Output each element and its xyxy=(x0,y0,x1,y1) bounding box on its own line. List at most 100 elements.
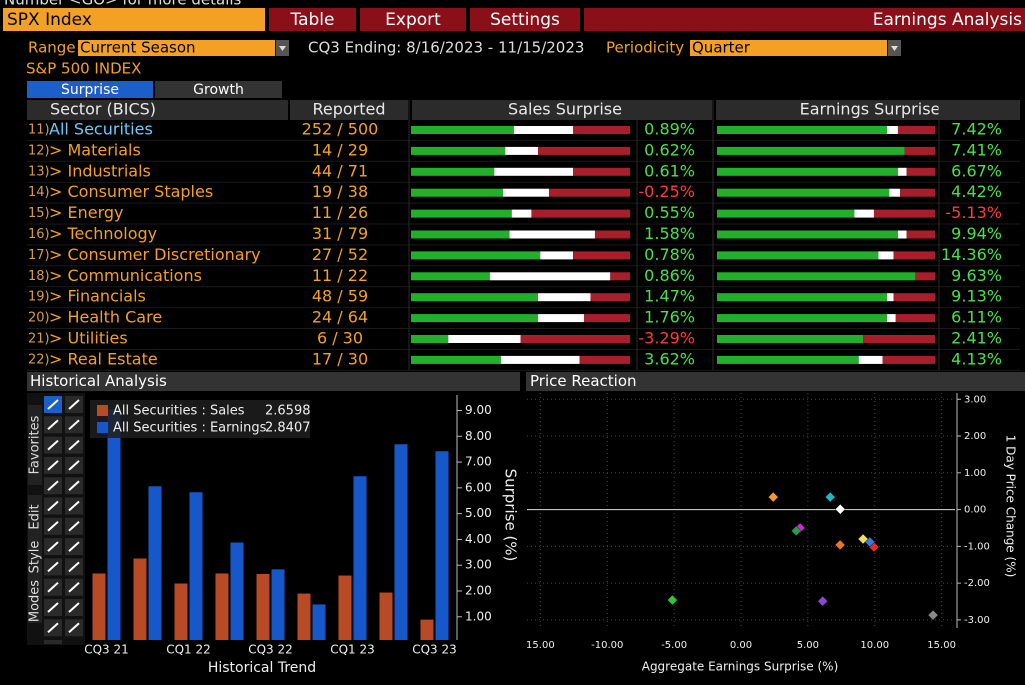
bar xyxy=(420,619,434,640)
menu-label[interactable]: Settings xyxy=(490,10,560,30)
surprise-value: -3.29% xyxy=(638,329,695,348)
menu-button[interactable] xyxy=(360,8,466,31)
toolbar-tab-label[interactable]: Edit xyxy=(28,504,43,529)
sector-name[interactable]: > Materials xyxy=(49,140,141,159)
point xyxy=(834,539,846,551)
surprise-value: 9.94% xyxy=(951,224,1002,243)
surprise-bar-segment xyxy=(411,146,506,155)
reported: 19 / 38 xyxy=(312,182,368,201)
bar xyxy=(271,569,285,640)
surprise-bar-segment xyxy=(411,209,512,218)
toolbar-tab[interactable] xyxy=(28,579,42,623)
sector-name[interactable]: All Securities xyxy=(49,120,153,139)
legend-label: All Securities : Earnings xyxy=(113,421,267,436)
panel-title: Price Reaction xyxy=(530,372,637,390)
row-number: 12) xyxy=(28,143,50,158)
bar xyxy=(215,573,229,640)
point xyxy=(790,525,802,537)
row-number: 14) xyxy=(28,185,50,200)
surprise-bar-segment xyxy=(717,167,898,176)
sector-name[interactable]: > Financials xyxy=(49,287,146,306)
surprise-bar-segment xyxy=(893,251,935,260)
surprise-value: -0.25% xyxy=(638,182,695,201)
periodicity-select[interactable] xyxy=(690,40,887,56)
tool-glyph xyxy=(68,602,80,613)
x-tick-label: -10.00 xyxy=(591,640,623,651)
surprise-bar-segment xyxy=(505,146,539,155)
sector-name[interactable]: > Technology xyxy=(49,224,157,243)
sector-name[interactable]: > Consumer Staples xyxy=(49,182,213,201)
toolbar-tab[interactable] xyxy=(28,535,42,579)
tool-glyph xyxy=(47,439,59,451)
surprise-bar-segment xyxy=(906,167,935,176)
toolbar-tab-label[interactable]: Favorites xyxy=(28,415,43,474)
x-tick-label: CQ1 22 xyxy=(166,643,211,657)
sector-name[interactable]: > Communications xyxy=(49,266,202,285)
bar xyxy=(148,486,162,640)
surprise-bar-segment xyxy=(579,355,630,364)
tool-glyph xyxy=(47,419,59,431)
row-number: 18) xyxy=(28,269,50,284)
tab[interactable] xyxy=(27,81,153,98)
tool-glyph xyxy=(68,439,80,451)
surprise-value: 1.47% xyxy=(644,287,695,306)
surprise-bar-segment xyxy=(887,314,896,323)
surprise-bar-segment xyxy=(411,188,503,197)
surprise-value: 9.13% xyxy=(951,287,1002,306)
row-number: 13) xyxy=(28,164,50,179)
tab[interactable] xyxy=(155,81,282,98)
surprise-bar-segment xyxy=(573,126,630,134)
tool-glyph xyxy=(47,622,59,634)
tab-label[interactable]: Surprise xyxy=(61,82,119,98)
toolbar-tab[interactable] xyxy=(28,405,42,485)
menu-label[interactable]: Table xyxy=(290,10,335,30)
legend-label: All Securities : Sales xyxy=(113,404,245,419)
reported: 27 / 52 xyxy=(312,245,368,264)
toolbar-tab-label[interactable]: Style xyxy=(28,541,43,574)
tool-glyph xyxy=(47,581,59,593)
tool-glyph xyxy=(68,480,80,491)
tab-label[interactable]: Growth xyxy=(193,82,244,98)
surprise-bar-segment xyxy=(882,355,935,364)
range-select[interactable] xyxy=(78,40,275,56)
menu-button[interactable] xyxy=(269,8,356,31)
reported: 6 / 30 xyxy=(317,329,363,348)
menu-button[interactable] xyxy=(470,8,580,31)
sector-name[interactable]: > Utilities xyxy=(49,329,128,348)
surprise-bar-segment xyxy=(573,251,630,260)
surprise-bar-segment xyxy=(411,293,539,302)
menu-label[interactable]: Export xyxy=(385,10,441,30)
surprise-value: 0.62% xyxy=(644,140,695,159)
toolbar-tab[interactable] xyxy=(28,495,42,539)
sector-name[interactable]: > Energy xyxy=(49,203,124,222)
surprise-value: 7.42% xyxy=(951,120,1002,139)
sector-name[interactable]: > Consumer Discretionary xyxy=(49,245,261,264)
x-tick-label: 10.00 xyxy=(860,640,889,651)
surprise-bar-segment xyxy=(573,167,630,176)
sector-name[interactable]: > Industrials xyxy=(49,161,151,180)
sector-name[interactable]: > Real Estate xyxy=(49,349,158,368)
surprise-bar-segment xyxy=(411,335,449,343)
bar xyxy=(133,558,147,640)
toolbar-tab-label[interactable]: Modes xyxy=(28,580,43,622)
bar xyxy=(379,592,393,640)
reported: 31 / 79 xyxy=(312,224,368,243)
surprise-bar-segment xyxy=(531,209,630,218)
reported: 44 / 71 xyxy=(312,161,368,180)
legend-swatch xyxy=(97,422,108,433)
dropdown-arrow xyxy=(891,46,898,51)
y-axis-title: Surprise (%) xyxy=(502,469,520,562)
column-header xyxy=(27,100,288,120)
surprise-value: 3.62% xyxy=(644,349,695,368)
surprise-bar-segment xyxy=(610,272,630,281)
x-axis-title: Historical Trend xyxy=(208,660,316,676)
sector-name[interactable]: > Health Care xyxy=(49,308,162,327)
range-label: Range xyxy=(28,39,76,57)
y-tick-label: 2.00 xyxy=(964,431,986,442)
surprise-bar-segment xyxy=(895,314,935,323)
surprise-value: 0.61% xyxy=(644,161,695,180)
surprise-bar-segment xyxy=(889,188,901,197)
legend-swatch xyxy=(97,405,108,416)
security-box[interactable] xyxy=(3,8,265,31)
y-tick-label: -3.00 xyxy=(964,615,990,626)
